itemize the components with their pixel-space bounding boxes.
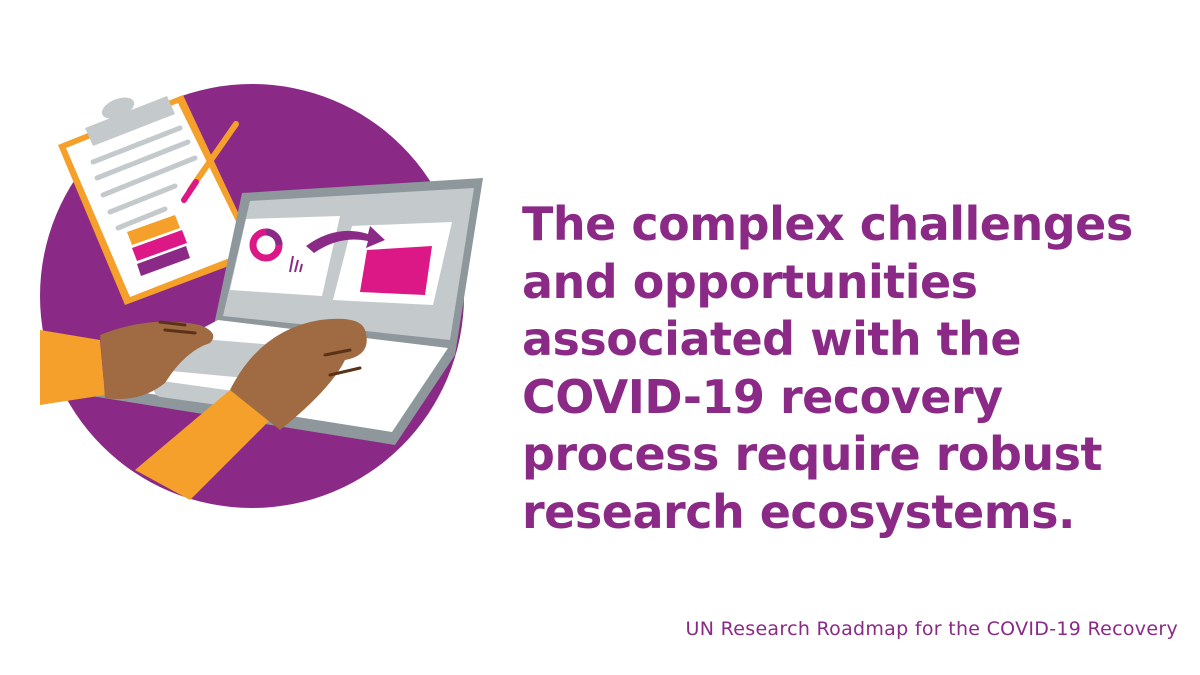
hands-icon (40, 318, 367, 500)
source-caption: UN Research Roadmap for the COVID-19 Rec… (685, 618, 1178, 640)
pencil-icon (181, 121, 239, 203)
laptop-research-illustration (40, 84, 483, 508)
headline-line-3: associated with the (522, 312, 1022, 366)
headline-line-6-regular: ecosystems. (744, 484, 1076, 539)
clipboard-icon (58, 95, 258, 305)
headline-line-4: COVID-19 recovery (522, 369, 1003, 424)
headline-emphasis-robust: robust (935, 427, 1103, 481)
headline-line-2: and opportunities (522, 254, 978, 309)
headline-line-1: The complex challenges (522, 197, 1133, 251)
headline-line-6: research ecosystems. (522, 484, 1182, 542)
headline: The complex challenges and opportunities… (522, 196, 1182, 541)
headline-line-5-regular: process require (522, 427, 936, 481)
headline-line-5: process require robust (522, 426, 1182, 484)
headline-emphasis-research: research (522, 484, 745, 539)
